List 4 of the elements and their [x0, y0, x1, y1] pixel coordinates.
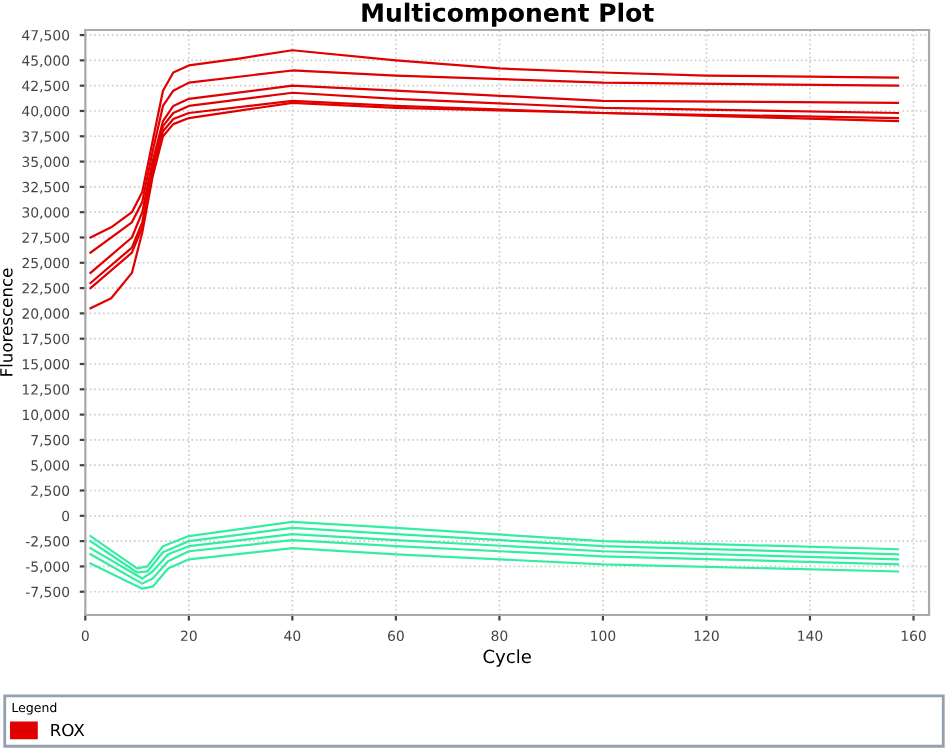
legend-label: ROX	[51, 723, 85, 737]
x-axis-title: Cycle	[483, 649, 531, 667]
chart-title: Multicomponent Plot	[362, 2, 654, 27]
y-axis-title: Fluorescence	[0, 268, 13, 376]
